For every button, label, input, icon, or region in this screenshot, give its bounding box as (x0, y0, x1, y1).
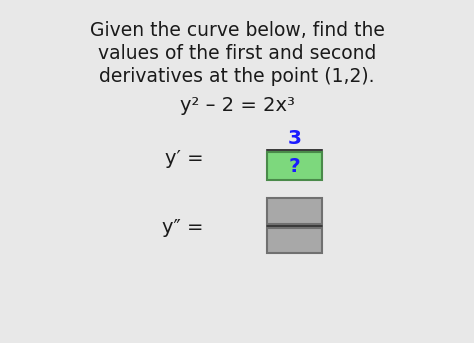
Text: Given the curve below, find the: Given the curve below, find the (90, 21, 384, 40)
Text: y′ =: y′ = (165, 149, 210, 168)
Text: values of the first and second: values of the first and second (98, 44, 376, 63)
Text: y″ =: y″ = (163, 218, 210, 237)
Text: 3: 3 (288, 129, 301, 148)
FancyBboxPatch shape (267, 152, 322, 180)
Text: y² – 2 = 2x³: y² – 2 = 2x³ (180, 96, 294, 115)
Text: ?: ? (289, 156, 301, 176)
FancyBboxPatch shape (267, 227, 322, 253)
FancyBboxPatch shape (267, 198, 322, 224)
Text: derivatives at the point (1,2).: derivatives at the point (1,2). (99, 67, 375, 86)
